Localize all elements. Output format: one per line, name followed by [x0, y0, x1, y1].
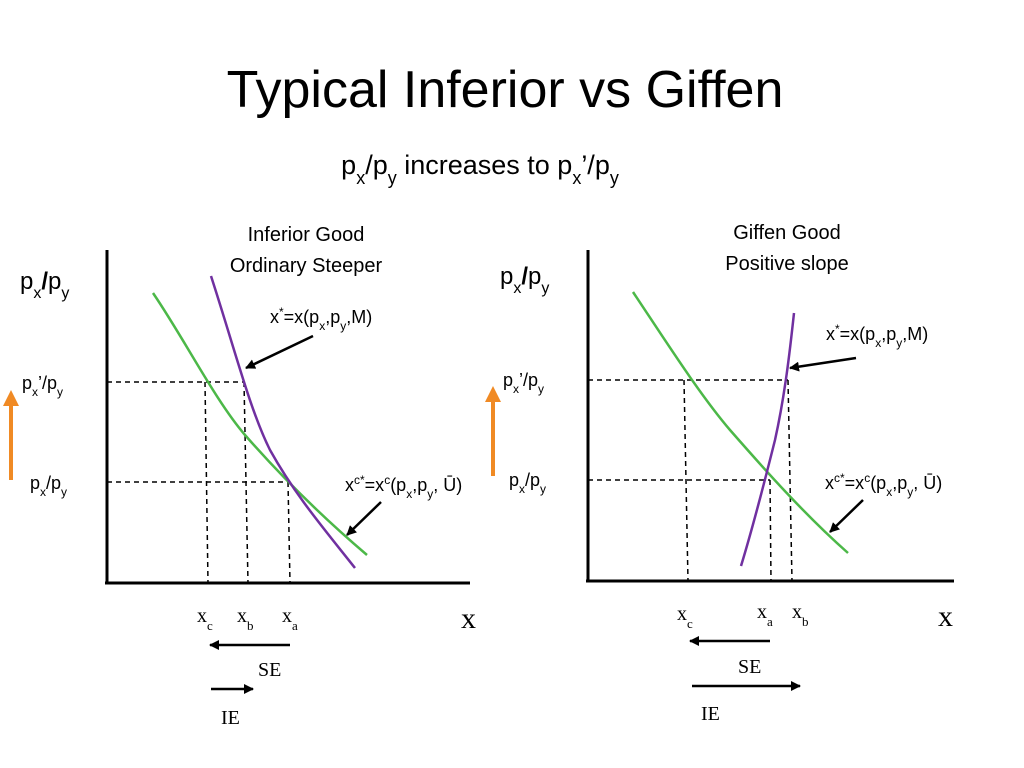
- compensated-label-arrow: [346, 501, 382, 536]
- substitution-effect-label: SE: [738, 656, 761, 678]
- demand-function-label: x*=x(px,py,M): [270, 305, 372, 333]
- panel-inferior-good: Inferior Good Ordinary Steeper px/py px’…: [3, 224, 476, 729]
- price-high-label: px’/py: [22, 373, 63, 399]
- dashed-xb: [787, 379, 793, 582]
- compensated-function-label: xc*=xc(px,py, Ū): [345, 473, 462, 501]
- income-effect-label: IE: [221, 707, 240, 729]
- tick-x-b: xb: [237, 605, 254, 633]
- dashed-xc: [204, 381, 209, 584]
- tick-x-a: xa: [282, 605, 298, 633]
- y-axis-label: px/py: [20, 268, 69, 302]
- slide-title: Typical Inferior vs Giffen: [227, 61, 784, 119]
- slide-subtitle: px/py increases to px’/py: [341, 150, 619, 188]
- tick-x-c: xc: [677, 603, 693, 631]
- price-high-label: px’/py: [503, 370, 544, 396]
- tick-x-a: xa: [757, 601, 773, 629]
- dashed-xa: [287, 481, 291, 584]
- demand-label-arrow: [789, 356, 857, 372]
- demand-label-arrow: [245, 334, 314, 370]
- income-effect-label: IE: [701, 703, 720, 725]
- panel-title-line2: Positive slope: [725, 253, 848, 275]
- panel-title-line2: Ordinary Steeper: [230, 255, 383, 277]
- tick-x-c: xc: [197, 605, 213, 633]
- panel-giffen-good: Giffen Good Positive slope px/py px’/py …: [485, 222, 954, 725]
- y-axis-label: px/py: [500, 263, 549, 297]
- dashed-xb: [243, 381, 249, 584]
- price-low-label: px/py: [509, 470, 546, 496]
- compensated-function-label: xc*=xc(px,py, Ū): [825, 471, 942, 499]
- x-axis-label: x: [461, 602, 476, 635]
- panel-title-line1: Inferior Good: [248, 224, 365, 246]
- ordinary-demand-curve: [209, 275, 356, 569]
- compensated-label-arrow: [829, 499, 864, 533]
- substitution-effect-label: SE: [258, 659, 281, 681]
- compensated-demand-curve: [151, 292, 368, 556]
- demand-function-label: x*=x(px,py,M): [826, 322, 928, 350]
- x-axis-label: x: [938, 600, 953, 633]
- compensated-demand-curve: [631, 291, 849, 554]
- dashed-xc: [683, 379, 689, 582]
- dashed-xa: [769, 479, 772, 582]
- panel-title-line1: Giffen Good: [733, 222, 840, 244]
- price-low-label: px/py: [30, 473, 67, 499]
- tick-x-b: xb: [792, 601, 809, 629]
- ordinary-demand-curve: [739, 312, 796, 567]
